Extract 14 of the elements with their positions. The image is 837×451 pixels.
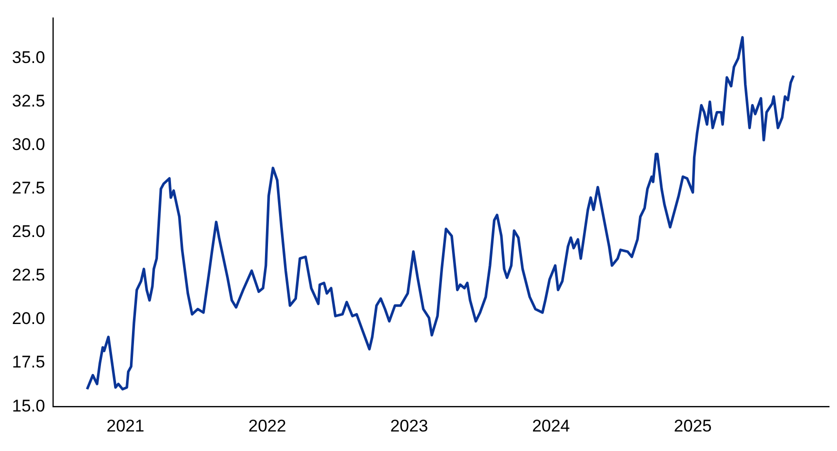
x-tick-label: 2024 — [532, 416, 570, 436]
y-tick-label: 20.0 — [12, 309, 46, 328]
x-tick-label: 2021 — [106, 416, 144, 436]
x-tick-label: 2023 — [390, 416, 428, 436]
y-tick-label: 22.5 — [12, 266, 46, 285]
y-tick-label: 35.0 — [12, 48, 46, 67]
y-tick-label: 30.0 — [12, 135, 46, 154]
x-tick-label: 2022 — [248, 416, 286, 436]
y-tick-label: 17.5 — [12, 352, 46, 372]
x-tick-label: 2025 — [674, 416, 712, 436]
y-tick-label: 15.0 — [12, 396, 46, 416]
y-tick-label: 27.5 — [12, 178, 46, 198]
y-tick-label: 25.0 — [12, 222, 46, 242]
y-tick-label: 32.5 — [12, 91, 46, 110]
